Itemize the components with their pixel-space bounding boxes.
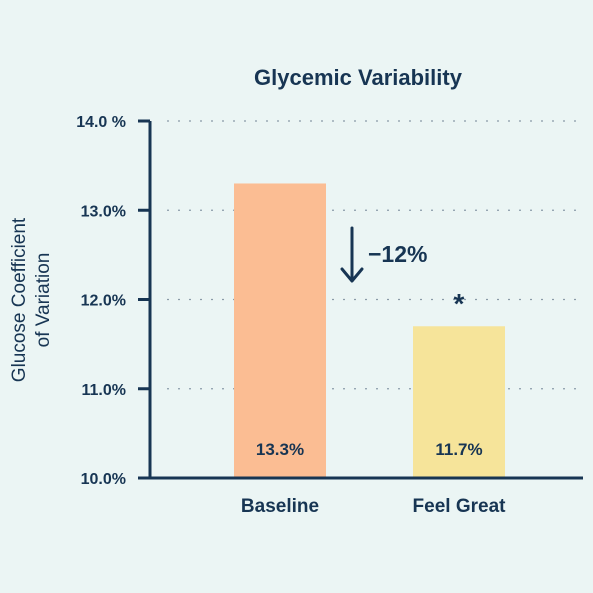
bars: 13.3% 11.7%: [234, 183, 505, 478]
significance-marker: *: [454, 288, 465, 319]
y-axis-label-line-1: Glucose Coefficient: [9, 217, 30, 382]
change-annotation: −12%: [340, 226, 427, 283]
y-tick-label: 14.0 %: [76, 114, 126, 131]
gridlines: [167, 120, 585, 390]
down-arrow-icon: [340, 226, 364, 283]
y-axis-ticks: 10.0% 11.0% 12.0% 13.0% 14.0 %: [76, 114, 150, 488]
chart-title: Glycemic Variability: [254, 65, 463, 90]
bar: [234, 183, 326, 478]
y-tick-label: 13.0%: [81, 203, 126, 220]
change-label: −12%: [368, 241, 427, 267]
category-label: Feel Great: [413, 496, 507, 517]
y-tick-label: 11.0%: [82, 382, 126, 399]
category-label: Baseline: [241, 496, 319, 517]
y-tick-label: 10.0%: [81, 471, 126, 488]
data-label: 11.7%: [435, 440, 482, 459]
x-axis-categories: Baseline Feel Great: [241, 496, 506, 517]
y-tick-label: 12.0%: [81, 293, 126, 310]
data-label: 13.3%: [256, 440, 304, 459]
bar: [413, 326, 505, 478]
y-axis-label-line-2: of Variation: [33, 253, 54, 348]
y-axis-label: Glucose Coefficient of Variation: [9, 217, 54, 382]
